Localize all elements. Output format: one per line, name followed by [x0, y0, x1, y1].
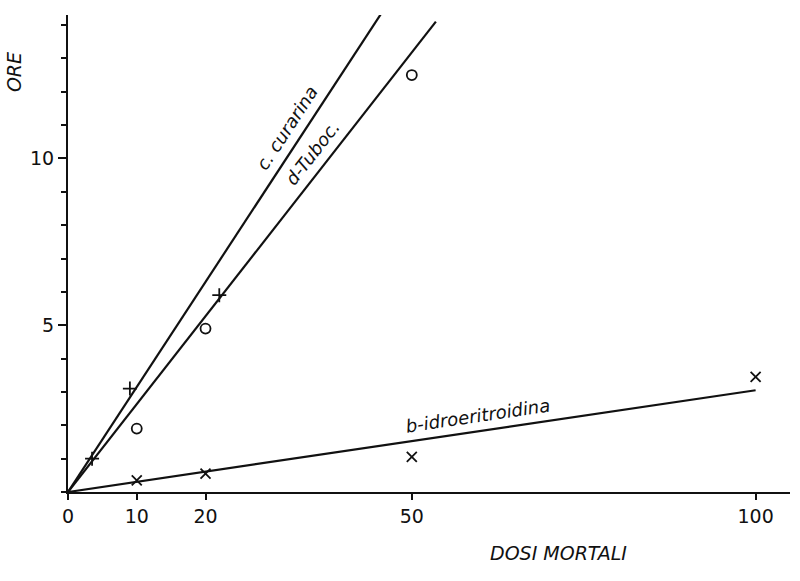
svg-text:100: 100	[737, 505, 773, 527]
svg-text:d-Tuboc.: d-Tuboc.	[281, 117, 344, 189]
svg-text:ORE: ORE	[3, 52, 25, 92]
svg-text:5: 5	[42, 314, 54, 336]
svg-text:10: 10	[125, 505, 149, 527]
svg-text:c. curarina: c. curarina	[252, 82, 322, 174]
svg-text:DOSI MORTALI: DOSI MORTALI	[490, 542, 627, 564]
svg-text:50: 50	[400, 505, 424, 527]
svg-text:10: 10	[30, 147, 54, 169]
svg-text:b-idroeritroidina: b-idroeritroidina	[404, 395, 551, 437]
svg-text:20: 20	[193, 505, 217, 527]
svg-text:0: 0	[62, 505, 74, 527]
